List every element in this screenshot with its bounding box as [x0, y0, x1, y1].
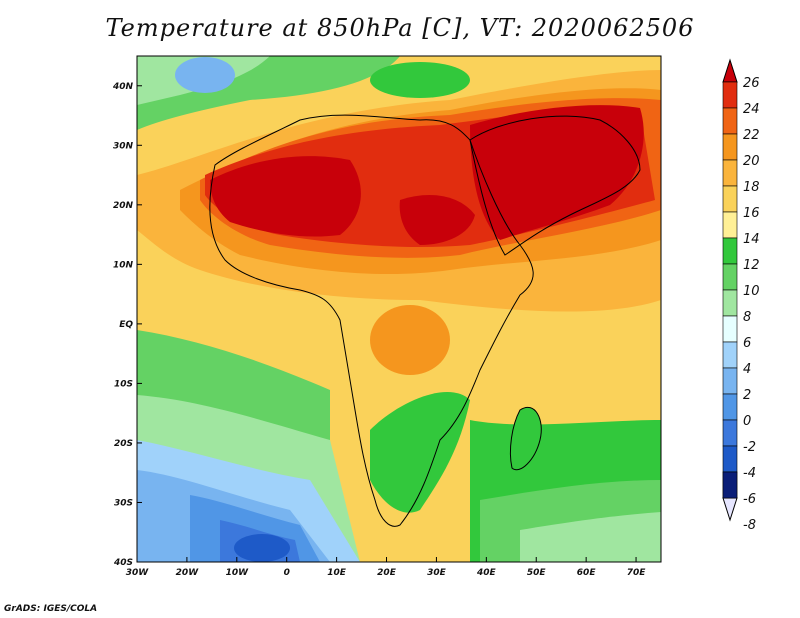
map-title: Temperature at 850hPa [C], VT: 202006250…: [105, 14, 695, 42]
x-tick-label: 60E: [577, 568, 597, 578]
y-tick-label: 40N: [112, 82, 134, 92]
colorbar-swatch: [722, 211, 738, 239]
colorbar-label: -4: [743, 466, 756, 481]
field-congo-20: [370, 305, 450, 375]
colorbar-swatch: [722, 159, 738, 187]
map-frame: [136, 55, 662, 563]
colorbar-swatch: [722, 263, 738, 291]
y-tick-label: 20N: [113, 201, 134, 211]
africa-coastline: [209, 114, 534, 527]
x-tick-label: 70E: [627, 568, 647, 578]
field-26-sahara: [210, 156, 361, 237]
field-south-min: [234, 534, 290, 562]
colorbar-swatch: [722, 341, 738, 369]
field-med-green: [370, 62, 470, 98]
colorbar-label: 6: [743, 336, 751, 351]
grads-credit: GrADS: IGES/COLA: [4, 604, 98, 614]
colorbar-label: 0: [743, 414, 751, 429]
colorbar-label: -8: [743, 518, 756, 533]
colorbar-label: 22: [743, 128, 760, 143]
x-tick-label: 30E: [427, 568, 447, 578]
colorbar-label: 12: [743, 258, 760, 273]
y-tick-label: 10S: [114, 379, 133, 389]
x-tick-label: 40E: [476, 568, 497, 578]
arabia-coastline: [469, 115, 641, 256]
y-tick-label: 10N: [113, 260, 134, 270]
colorbar-label: 18: [743, 180, 760, 195]
y-tick-label: EQ: [119, 320, 133, 330]
colorbar-label: -6: [743, 492, 756, 507]
field-26-arabia: [470, 105, 644, 240]
colorbar-swatch: [722, 237, 738, 265]
y-tick-label: 30S: [114, 498, 133, 508]
x-tick-label: 10W: [226, 568, 250, 578]
x-tick-label: 50E: [527, 568, 547, 578]
field-madagascar: [510, 407, 542, 470]
x-tick-label: 0: [284, 568, 290, 578]
colorbar-bottom-arrow: [722, 497, 738, 522]
colorbar-swatch: [722, 471, 738, 499]
madagascar-coastline: [509, 407, 542, 471]
colorbar-swatch: [722, 393, 738, 421]
colorbar-label: 24: [743, 102, 760, 117]
colorbar-label: 10: [743, 284, 760, 299]
colorbar-label: 20: [743, 154, 760, 169]
colorbar-label: 2: [743, 388, 751, 403]
field-se-8: [520, 512, 661, 562]
colorbar-label: -2: [743, 440, 756, 455]
x-tick-label: 10E: [327, 568, 347, 578]
colorbar-label: 14: [743, 232, 760, 247]
field-26-sudan: [399, 195, 475, 245]
colorbar-swatch: [722, 81, 738, 109]
colorbar-label: 16: [743, 206, 760, 221]
colorbar-swatch: [722, 419, 738, 447]
colorbar-label: 4: [743, 362, 751, 377]
colorbar-swatch: [722, 315, 738, 343]
colorbar-swatch: [722, 289, 738, 317]
colorbar-swatch: [722, 367, 738, 395]
colorbar-label: 26: [743, 76, 760, 91]
x-tick-label: 30W: [126, 568, 150, 578]
y-tick-label: 20S: [114, 439, 133, 449]
colorbar-label: 8: [743, 310, 751, 325]
colorbar-swatch: [722, 133, 738, 161]
field-north-cold: [175, 57, 235, 93]
field-southern-africa: [370, 391, 470, 513]
colorbar-top-arrow: [722, 58, 738, 83]
x-tick-label: 20E: [377, 568, 397, 578]
y-tick-label: 40S: [113, 558, 133, 568]
temperature-field: [137, 56, 661, 562]
y-tick-label: 30N: [113, 141, 134, 151]
colorbar-swatch: [722, 185, 738, 213]
colorbar-swatch: [722, 445, 738, 473]
x-tick-label: 20W: [176, 568, 200, 578]
colorbar-swatch: [722, 107, 738, 135]
